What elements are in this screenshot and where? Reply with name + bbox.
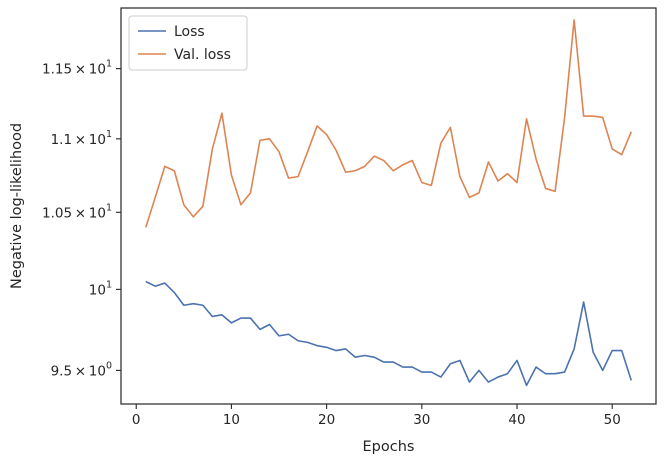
y-tick-label: 1.1 × 101 <box>51 129 112 148</box>
y-axis-label: Negative log-likelihood <box>9 123 25 289</box>
series-line-val-loss <box>144 19 632 228</box>
legend-box <box>128 15 248 71</box>
legend-label-val-loss: Val. loss <box>174 47 231 63</box>
lines-layer <box>144 19 633 387</box>
plot-frame <box>120 7 657 405</box>
x-tick-label: 10 <box>223 412 240 428</box>
x-axis-label: Epochs <box>363 439 415 455</box>
y-tick-label: 1.05 × 101 <box>42 202 112 221</box>
y-tick-label: 9.5 × 100 <box>51 360 112 379</box>
legend: Loss Val. loss <box>128 15 248 71</box>
legend-label-loss: Loss <box>174 24 205 40</box>
x-tick-label: 0 <box>132 412 141 428</box>
x-tick-label: 50 <box>604 412 621 428</box>
x-tick-label: 30 <box>413 412 430 428</box>
y-tick-label: 1.15 × 101 <box>42 59 112 78</box>
series-line-loss <box>145 280 633 387</box>
x-tick-label: 40 <box>508 412 525 428</box>
ticks-layer: 0 10 20 30 40 50 9.5 × 100 101 1.05 × 101 1.1 × 1… <box>42 59 621 428</box>
x-tick-label: 20 <box>318 412 335 428</box>
y-tick-label: 101 <box>89 279 112 298</box>
